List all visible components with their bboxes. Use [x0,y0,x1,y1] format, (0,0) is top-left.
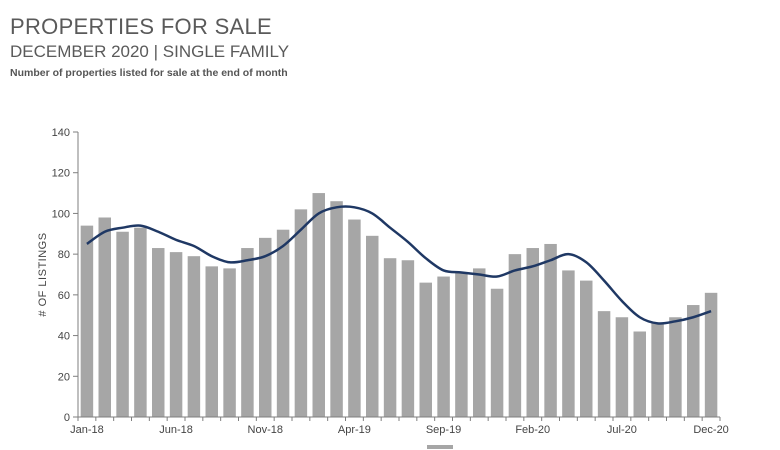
y-tick-label: 140 [52,127,70,139]
y-tick-label: 0 [64,412,70,424]
bar-Jan-20 [508,254,522,417]
bar-Feb-20 [526,248,539,417]
y-tick-label: 100 [52,208,70,220]
y-tick-label: 120 [52,168,70,180]
bar-Mar-18 [116,231,129,417]
bar-May-19 [366,235,379,417]
x-tick-label: Feb-20 [515,424,550,436]
bar-Jun-18 [169,252,183,417]
bar-Mar-19 [330,201,343,417]
bar-Nov-20 [687,305,700,417]
x-tick-label: Sep-19 [426,424,461,436]
bar-Sep-20 [651,323,664,417]
bar-Feb-18 [98,217,111,417]
y-tick-label: 60 [58,290,70,302]
chart-note: Number of properties listed for sale at … [10,67,288,79]
chart-title: PROPERTIES FOR SALE [10,14,273,39]
bar-Jun-19 [383,258,397,417]
bar-Aug-19 [419,282,432,417]
bar-Oct-18 [241,248,254,417]
bar-May-18 [152,248,165,417]
y-ticks: 0 20 40 60 80 100 120 140 [52,127,78,424]
x-tick-label: Jul-20 [607,424,637,436]
bar-Mar-20 [544,243,557,417]
bar-Sep-19 [437,276,450,417]
bar-series [80,193,718,417]
x-tick-label: Apr-19 [338,424,371,436]
bar-Dec-19 [490,288,504,417]
bar-Apr-19 [348,219,361,417]
x-ticks: Jan-18 Jun-18 Nov-18 Apr-19 Sep-19 Feb-20 Jul-… [70,417,729,436]
trend-line [86,205,712,325]
bar-Oct-20 [669,317,682,417]
legend-swatch [427,445,453,449]
x-tick-label: Nov-18 [248,424,283,436]
y-tick-label: 80 [58,249,70,261]
y-tick-label: 20 [58,371,70,383]
bar-Nov-18 [259,237,272,417]
x-tick-label: Dec-20 [693,424,728,436]
bar-Jul-20 [615,317,629,417]
y-tick-label: 40 [58,331,70,343]
bar-Sep-18 [223,268,236,417]
bar-May-20 [580,280,593,417]
bar-Jul-19 [401,260,415,417]
bar-Jan-19 [294,209,308,417]
bar-Dec-20 [704,292,718,417]
bar-Apr-20 [562,270,575,417]
bar-Jul-18 [187,256,201,417]
bar-Aug-18 [205,266,218,417]
x-tick-label: Jan-18 [70,424,104,436]
y-axis-title: # OF LISTINGS [37,232,49,316]
x-tick-label: Jun-18 [159,424,193,436]
bar-Jun-20 [597,311,611,417]
bar-Jan-18 [80,225,94,417]
bar-Feb-19 [312,193,325,417]
bar-Oct-19 [455,272,468,417]
bar-Aug-20 [633,331,646,417]
bar-Apr-18 [134,227,147,417]
chart-subtitle: DECEMBER 2020 | SINGLE FAMILY [10,42,290,61]
bar-Nov-19 [473,268,486,417]
bar-Dec-18 [276,229,290,417]
